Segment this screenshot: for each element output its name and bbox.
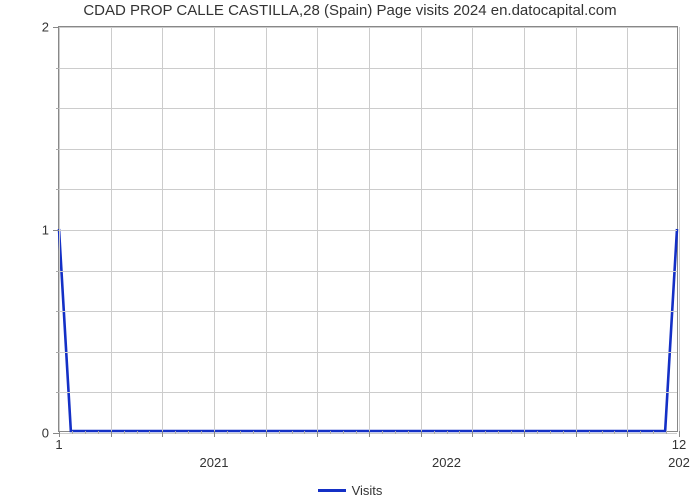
plot-area: 01211220212022202 [58,26,678,432]
x-tick-minor [550,431,551,434]
vgrid-line [524,27,525,431]
x-tick-minor [447,431,448,434]
legend-label: Visits [352,483,383,498]
x-tick-minor [459,431,460,434]
hgrid-line [59,108,677,109]
x-tick-minor [279,431,280,434]
hgrid-line [59,311,677,312]
x-tick-minor [408,431,409,434]
series-line [59,27,677,431]
hgrid-line [59,271,677,272]
chart-title: CDAD PROP CALLE CASTILLA,28 (Spain) Page… [0,2,700,19]
vgrid-line [627,27,628,431]
vgrid-line [266,27,267,431]
x-tick-minor [666,431,667,434]
y-tick-minor [56,189,59,190]
x-range-end-label: 12 [672,437,686,452]
vgrid-line [679,27,680,431]
x-tick-minor [563,431,564,434]
y-tick-minor [56,311,59,312]
x-tick-minor [124,431,125,434]
x-range-start-label: 1 [55,437,62,452]
x-tick-minor [614,431,615,434]
y-tick-minor [56,108,59,109]
x-tick-minor [589,431,590,434]
x-tick [524,431,525,437]
x-tick-minor [304,431,305,434]
hgrid-line [59,27,677,28]
x-tick-minor [343,431,344,434]
y-tick-minor [56,352,59,353]
hgrid-line [59,433,677,434]
y-tick-label: 0 [42,426,49,441]
x-tick [162,431,163,437]
y-tick-minor [56,392,59,393]
vgrid-line [421,27,422,431]
hgrid-line [59,68,677,69]
hgrid-line [59,230,677,231]
x-tick-minor [240,431,241,434]
x-tick [317,431,318,437]
legend-item-visits: Visits [318,483,383,498]
x-tick-minor [602,431,603,434]
x-tick-minor [253,431,254,434]
x-tick-minor [72,431,73,434]
hgrid-line [59,189,677,190]
x-tick-minor [395,431,396,434]
x-tick-minor [149,431,150,434]
x-tick [214,431,215,437]
y-tick [53,230,59,231]
x-tick-minor [640,431,641,434]
x-tick-minor [175,431,176,434]
legend-swatch [318,489,346,492]
vgrid-line [59,27,60,431]
vgrid-line [576,27,577,431]
y-tick-minor [56,68,59,69]
x-tick-minor [201,431,202,434]
x-tick-minor [511,431,512,434]
x-tick [111,431,112,437]
vgrid-line [369,27,370,431]
hgrid-line [59,352,677,353]
x-tick-minor [434,431,435,434]
x-year-label: 2021 [200,455,229,470]
x-tick-minor [227,431,228,434]
legend: Visits [0,479,700,498]
y-tick-label: 1 [42,223,49,238]
chart-container: CDAD PROP CALLE CASTILLA,28 (Spain) Page… [0,0,700,500]
y-tick-minor [56,149,59,150]
y-tick-label: 2 [42,20,49,35]
y-tick-minor [56,271,59,272]
x-tick [472,431,473,437]
x-tick-minor [85,431,86,434]
vgrid-line [317,27,318,431]
x-year-label: 202 [668,455,690,470]
x-year-label: 2022 [432,455,461,470]
x-tick-minor [188,431,189,434]
hgrid-line [59,149,677,150]
x-tick-minor [485,431,486,434]
x-tick [627,431,628,437]
x-tick-minor [330,431,331,434]
hgrid-line [59,392,677,393]
x-tick [576,431,577,437]
x-tick-minor [98,431,99,434]
x-tick-minor [137,431,138,434]
x-tick-minor [653,431,654,434]
vgrid-line [472,27,473,431]
vgrid-line [111,27,112,431]
x-tick [421,431,422,437]
vgrid-line [214,27,215,431]
x-tick-minor [537,431,538,434]
x-tick-minor [292,431,293,434]
vgrid-line [162,27,163,431]
x-tick [369,431,370,437]
x-tick [266,431,267,437]
y-tick [53,27,59,28]
x-tick-minor [382,431,383,434]
x-tick-minor [356,431,357,434]
x-tick-minor [498,431,499,434]
